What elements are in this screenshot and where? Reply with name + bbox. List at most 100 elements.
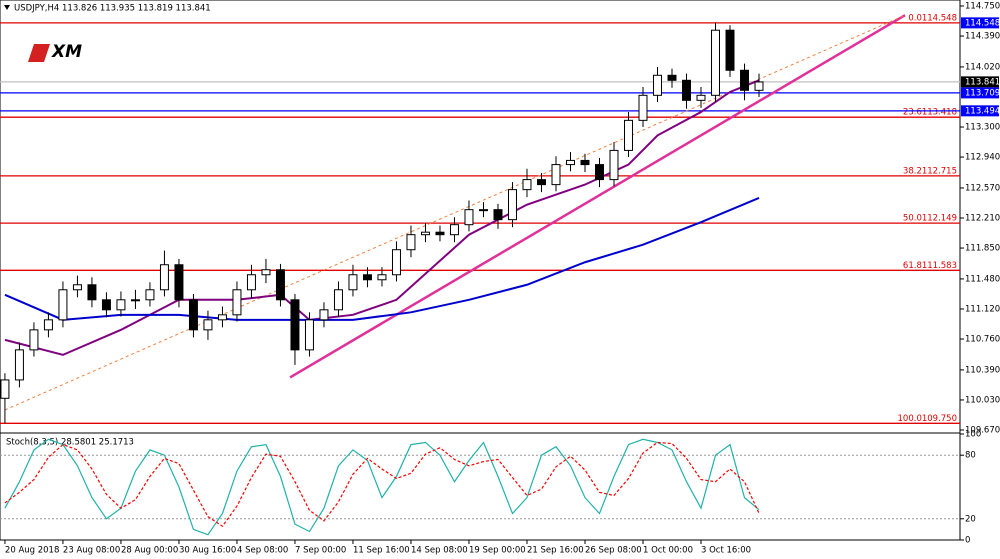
x-tick-label: 20 Aug 2018 — [5, 546, 59, 556]
y-tick-label: 111.480 — [965, 274, 1000, 284]
y-tick-label: 113.300 — [965, 123, 1000, 133]
trendline — [4, 14, 906, 411]
y-tick-label: 110.390 — [965, 365, 1000, 375]
candle-body — [348, 274, 358, 291]
stoch-title: Stoch(8,3,5) 28.5801 25.1713 — [6, 438, 134, 448]
y-tick-label: 112.940 — [965, 153, 1000, 163]
y-tick-label: 0 — [965, 536, 970, 546]
menu-arrow — [4, 5, 10, 10]
candle-body — [595, 164, 604, 181]
x-tick-label: 26 Sep 08:00 — [585, 546, 642, 556]
candle-body — [478, 209, 488, 212]
candle-body — [58, 289, 68, 321]
y-tick-label: 109.670 — [965, 425, 1000, 435]
candle-body — [566, 159, 575, 166]
x-tick-label: 1 Oct 00:00 — [643, 546, 693, 556]
y-tick-label: 110.760 — [965, 335, 1000, 345]
candle-body — [43, 319, 53, 331]
price-tag-label: 113.494 — [965, 106, 1000, 116]
candle-body — [333, 289, 343, 311]
level-label: 61.8111.583 — [903, 261, 957, 271]
y-tick-label: 80 — [965, 451, 976, 461]
candle-body — [261, 269, 271, 276]
candle-body — [696, 94, 706, 101]
candle-body — [391, 249, 401, 276]
x-tick-label: 28 Aug 00:00 — [121, 546, 178, 556]
candle-body — [246, 274, 256, 291]
candle-body — [29, 329, 39, 351]
price-tag — [961, 87, 999, 99]
logo: XM — [28, 42, 82, 62]
candle-body — [420, 231, 430, 236]
candle-body — [725, 29, 735, 71]
price-tag — [961, 105, 999, 117]
candle-body — [464, 209, 474, 226]
price-tag-label: 113.709 — [965, 88, 1000, 98]
candle-body — [232, 289, 242, 316]
candle-body — [116, 299, 126, 311]
y-tick-label: 110.030 — [965, 395, 1000, 405]
candle-body — [536, 179, 546, 186]
candle-body — [449, 224, 459, 236]
candle-body — [87, 284, 97, 301]
candle-body — [101, 299, 111, 311]
x-tick-label: 4 Sep 08:00 — [237, 546, 288, 556]
stoch-line — [4, 441, 760, 528]
candle-body — [362, 274, 372, 281]
stoch-line — [4, 438, 760, 536]
moving-average — [4, 197, 760, 321]
candle-body — [580, 159, 590, 166]
candle-body — [493, 209, 503, 221]
x-tick-label: 30 Aug 16:00 — [179, 546, 236, 556]
logo-mark — [28, 44, 50, 62]
price-tag — [961, 17, 999, 29]
candle-body — [754, 81, 764, 91]
candle-body — [130, 299, 140, 302]
candle-body — [174, 264, 184, 301]
candle-body — [638, 94, 648, 121]
candle-body — [653, 74, 662, 96]
candle-body — [159, 264, 169, 291]
y-tick-label: 114.750 — [965, 2, 1000, 12]
candle-body — [188, 299, 198, 331]
candle-body — [507, 189, 517, 221]
y-tick-label: 112.570 — [965, 183, 1000, 193]
candle-body — [217, 314, 227, 321]
y-tick-label: 114.020 — [965, 62, 1000, 72]
y-tick-label: 20 — [965, 514, 976, 524]
candle-body — [14, 349, 24, 381]
x-tick-label: 11 Sep 16:00 — [353, 546, 410, 556]
y-tick-label: 114.390 — [965, 32, 1000, 42]
price-tag — [961, 76, 999, 88]
level-label: 0.0114.548 — [908, 13, 957, 23]
y-tick-label: 100 — [965, 430, 981, 440]
candle-body — [319, 309, 329, 321]
candle-body — [682, 79, 691, 101]
candle-body — [667, 74, 677, 81]
moving-average — [4, 79, 760, 356]
price-tag-label: 113.841 — [965, 77, 1000, 87]
candle-body — [711, 29, 720, 96]
level-label: 38.2112.715 — [903, 166, 957, 176]
candle-body — [435, 231, 445, 236]
logo-text: XM — [51, 42, 82, 62]
candle-body — [275, 269, 285, 301]
chart-title: USDJPY,H4 113.826 113.935 113.819 113.84… — [14, 4, 211, 14]
candle-body — [609, 149, 619, 181]
x-tick-label: 3 Oct 16:00 — [701, 546, 751, 556]
candle-body — [551, 164, 561, 186]
y-tick-label: 112.210 — [965, 214, 1000, 224]
x-tick-label: 23 Aug 08:00 — [63, 546, 120, 556]
candle-body — [406, 234, 416, 251]
candle-body — [145, 289, 155, 301]
x-tick-label: 21 Sep 16:00 — [527, 546, 584, 556]
level-label: 23.6113.418 — [903, 108, 957, 118]
x-tick-label: 14 Sep 08:00 — [411, 546, 468, 556]
trendline — [289, 14, 906, 379]
y-tick-label: 111.850 — [965, 244, 1000, 254]
candle-body — [522, 179, 532, 191]
candle-body — [0, 379, 10, 399]
y-tick-label: 111.120 — [965, 304, 1000, 314]
